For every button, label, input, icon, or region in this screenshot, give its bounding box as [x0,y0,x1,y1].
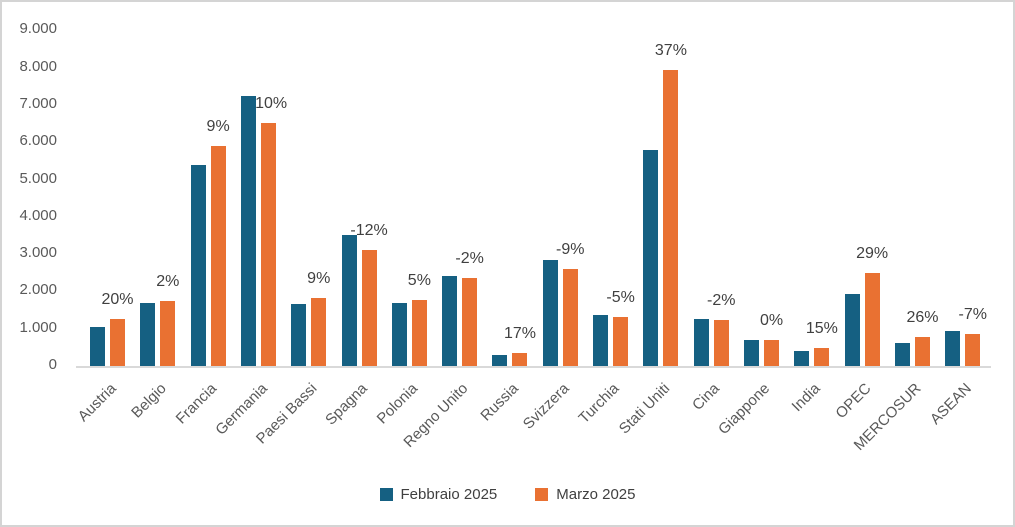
bar-febbraio-giappone [744,339,760,366]
y-axis-tick: 8.000 [19,57,57,75]
legend-swatch-febbraio [379,488,393,501]
change-label-mercosur: 26% [906,308,939,326]
legend-item-febbraio: Febbraio 2025 [379,486,498,503]
x-axis-label-text: Stati Uniti [615,380,673,438]
bar-marzo-cina [713,319,729,366]
change-label-stati-uniti: 37% [654,42,687,60]
y-axis-tick: 9.000 [19,20,57,38]
bar-febbraio-austria [90,326,105,366]
x-axis-label-text: Svizzera [519,380,573,433]
y-axis-tick: 7.000 [19,94,57,112]
change-label-francia: 9% [206,118,230,136]
y-axis-tick: 2.000 [19,281,57,299]
change-label-paesi-bassi: 9% [307,270,331,288]
change-label-opec: 29% [856,245,889,263]
bar-marzo-russia [512,353,528,366]
bar-febbraio-spagna [341,235,357,366]
change-label-turchia: -5% [606,289,635,307]
change-label-cina: -2% [706,291,736,309]
bar-marzo-india [814,348,830,366]
x-axis-label-text: Turchia [575,380,623,428]
x-axis-label-text: Austria [74,380,120,426]
bar-febbraio-paesi-bassi [291,303,307,366]
bar-febbraio-opec [844,294,860,366]
bar-febbraio-turchia [593,314,609,366]
y-axis-tick: 0 [48,356,57,373]
bar-febbraio-mercosur [894,342,910,366]
y-axis-tick: 5.000 [19,169,57,187]
bar-febbraio-asean [945,331,961,366]
change-label-svizzera: -9% [556,241,585,259]
legend-label-febbraio: Febbraio 2025 [400,486,498,503]
change-label-germania: -10% [249,94,288,112]
x-axis-label-text: Giappone [715,380,774,439]
change-label-austria: 20% [101,290,134,308]
x-axis-label-text: Francia [172,380,221,428]
bar-febbraio-francia [190,164,206,366]
bar-marzo-francia [210,146,226,366]
y-axis-tick: 6.000 [19,132,57,150]
bar-marzo-asean [965,333,981,366]
change-label-india: 15% [805,320,838,338]
change-label-polonia: 5% [407,271,431,289]
x-axis-label-text: Polonia [373,380,422,428]
legend-label-marzo: Marzo 2025 [556,486,636,503]
x-axis-label-text: OPEC [832,380,875,423]
y-axis-tick: 1.000 [19,318,57,336]
x-axis-label-text: Russia [477,380,522,425]
bar-febbraio-belgio [140,302,156,366]
bar-marzo-regno-unito [462,278,478,366]
bar-marzo-mercosur [914,336,930,366]
bar-marzo-germania [260,122,276,366]
bar-febbraio-india [794,350,810,366]
bar-marzo-stati-uniti [663,70,679,366]
x-axis-line [76,366,991,368]
bar-febbraio-germania [240,95,256,366]
bar-marzo-austria [110,318,125,366]
bar-febbraio-russia [492,355,508,366]
bar-marzo-turchia [613,317,629,366]
bar-marzo-opec [864,273,880,366]
change-label-russia: 17% [503,325,536,343]
y-axis-tick: 3.000 [19,244,57,262]
bar-marzo-polonia [411,299,427,366]
legend-item-marzo: Marzo 2025 [535,486,635,503]
change-label-spagna: -12% [350,222,388,240]
bar-marzo-spagna [361,250,377,366]
legend: Febbraio 2025 Marzo 2025 [0,486,1015,503]
legend-swatch-marzo [535,488,549,501]
bar-febbraio-stati-uniti [643,150,659,366]
x-axis-label-text: India [788,380,824,416]
x-axis-label-text: Spagna [322,380,372,429]
bar-febbraio-regno-unito [442,276,458,366]
bar-febbraio-polonia [391,302,407,366]
change-label-giappone: 0% [759,311,784,329]
bar-marzo-svizzera [562,269,578,366]
change-label-belgio: 2% [156,273,180,291]
x-axis-label-text: Belgio [128,380,170,422]
bar-marzo-giappone [764,339,780,366]
bar-febbraio-svizzera [542,259,558,366]
change-label-asean: -7% [958,305,987,323]
bar-febbraio-cina [693,318,709,366]
bar-marzo-belgio [160,301,176,366]
x-axis-label-text: ASEAN [926,380,975,428]
y-axis-tick: 4.000 [19,206,57,224]
change-label-regno-unito: -2% [455,250,484,268]
bar-marzo-paesi-bassi [311,298,327,366]
x-axis-label-text: Cina [689,380,724,414]
